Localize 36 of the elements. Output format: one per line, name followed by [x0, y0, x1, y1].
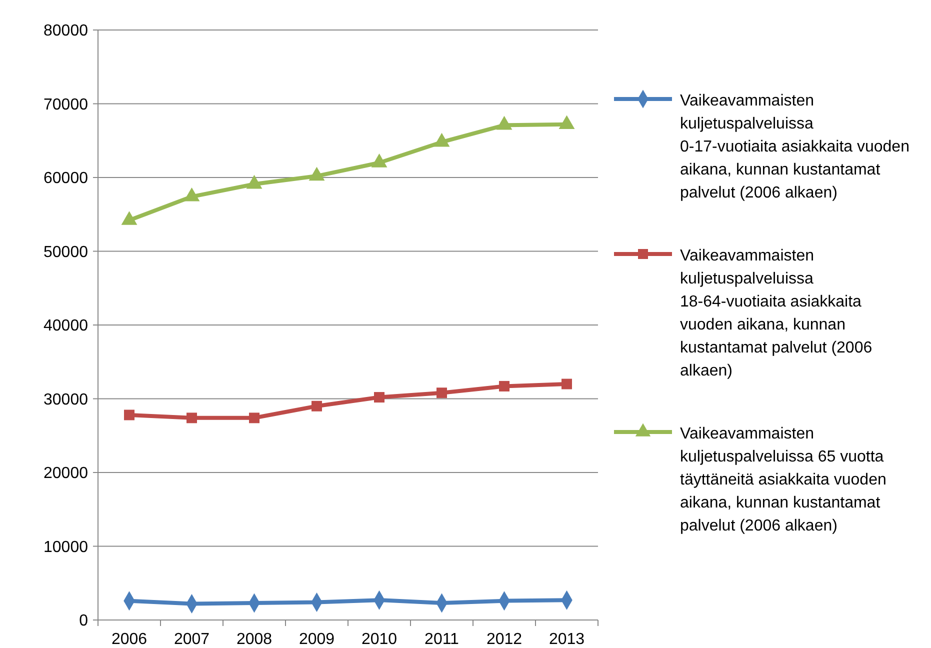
- point: [496, 116, 512, 130]
- point: [558, 115, 575, 129]
- y-tick-label: 50000: [44, 244, 88, 261]
- x-tick-label: 2009: [298, 631, 335, 648]
- point: [562, 378, 572, 390]
- y-tick-label: 80000: [44, 22, 88, 40]
- x-tick-label: 2013: [548, 631, 585, 648]
- point: [249, 412, 260, 424]
- x-tick-label: 2011: [424, 631, 460, 648]
- point: [371, 154, 388, 168]
- legend-label: Vaikeavammaisten kuljetuspalveluissa 65 vuotta täyttäneitä asiakkaita vuoden aikana, kunnan kustantamat palvelut (2006 alkaen): [680, 426, 886, 535]
- point: [374, 392, 384, 403]
- x-tick-label: 2008: [236, 631, 272, 648]
- x-tick-label: 2006: [111, 631, 148, 648]
- point: [186, 412, 197, 424]
- point: [184, 187, 200, 202]
- x-tick-label: 2012: [486, 631, 522, 648]
- y-tick-label: 30000: [44, 391, 88, 408]
- y-tick-label: 40000: [44, 318, 88, 335]
- legend-label: Vaikeavammaisten kuljetuspalveluissa 18-64-vuotiaita asiakkaita vuoden aikana, kunnan kustantamat palvelut (2006 alkaen): [680, 248, 872, 380]
- y-tick-label: 10000: [44, 538, 88, 556]
- point: [499, 380, 510, 392]
- x-tick-label: 2007: [174, 631, 210, 648]
- y-tick-label: 20000: [44, 465, 88, 482]
- point: [124, 410, 134, 420]
- y-tick-label: 0: [79, 612, 88, 630]
- x-tick-label: 2010: [361, 631, 398, 648]
- y-tick-label: 60000: [44, 170, 88, 188]
- point: [434, 132, 450, 147]
- point: [312, 400, 322, 412]
- point: [121, 211, 138, 225]
- point: [246, 174, 262, 189]
- y-tick-label: 70000: [44, 96, 88, 114]
- point: [436, 388, 447, 398]
- point: [308, 166, 325, 181]
- legend-label: Vaikeavammaisten kuljetuspalveluissa 0-17-vuotiaita asiakkaita vuoden aikana, kunnan kustantamat palvelut (2006 alkaen): [680, 92, 910, 202]
